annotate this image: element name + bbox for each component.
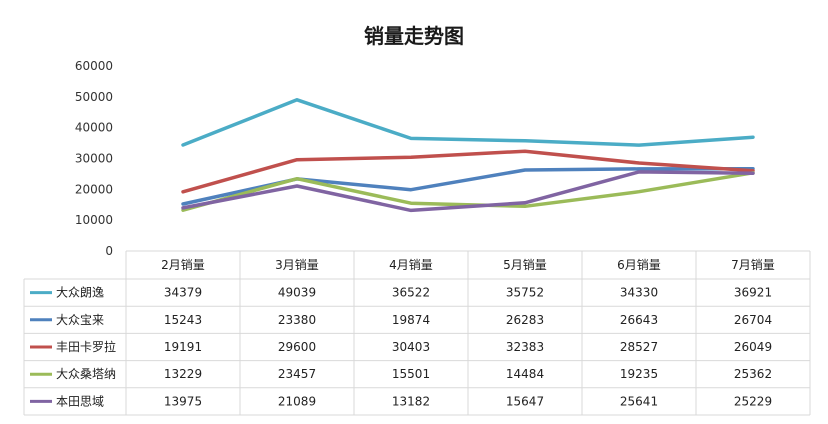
x-category-label: 7月销量 xyxy=(731,258,775,272)
legend-series-name: 大众朗逸 xyxy=(56,286,104,300)
y-tick-label: 40000 xyxy=(75,121,113,135)
legend-series-name: 丰田卡罗拉 xyxy=(56,339,116,354)
y-tick-label: 10000 xyxy=(75,213,113,227)
data-table-value: 30403 xyxy=(392,340,430,354)
y-tick-label: 20000 xyxy=(75,182,113,196)
data-table-value: 26049 xyxy=(734,340,772,354)
data-table-value: 49039 xyxy=(278,286,316,300)
chart-title: 销量走势图 xyxy=(364,24,464,48)
y-tick-label: 50000 xyxy=(75,90,113,104)
data-table-value: 25641 xyxy=(620,394,658,408)
data-table-value: 36921 xyxy=(734,286,772,300)
data-table-value: 19191 xyxy=(164,340,202,354)
data-table-value: 13229 xyxy=(164,367,202,381)
data-table-value: 21089 xyxy=(278,394,316,408)
data-table-value: 19874 xyxy=(392,313,430,327)
series-line xyxy=(181,170,755,213)
data-table-value: 25362 xyxy=(734,367,772,381)
data-table-value: 35752 xyxy=(506,286,544,300)
x-category-label: 5月销量 xyxy=(503,258,547,272)
data-table-value: 25229 xyxy=(734,394,772,408)
x-category-label: 6月销量 xyxy=(617,258,661,272)
data-table-value: 14484 xyxy=(506,367,544,381)
x-category-label: 4月销量 xyxy=(389,258,433,272)
legend-series-name: 本田思域 xyxy=(56,394,104,408)
x-category-label: 2月销量 xyxy=(161,258,205,272)
y-tick-label: 0 xyxy=(105,244,113,258)
data-table-value: 13975 xyxy=(164,394,202,408)
data-table-value: 15501 xyxy=(392,367,430,381)
series-line xyxy=(181,149,755,194)
data-table-value: 15647 xyxy=(506,394,544,408)
data-table-value: 13182 xyxy=(392,394,430,408)
data-table-value: 19235 xyxy=(620,367,658,381)
x-category-label: 3月销量 xyxy=(275,258,319,272)
data-table-value: 32383 xyxy=(506,340,544,354)
data-table-value: 26704 xyxy=(734,313,772,327)
data-table-value: 34379 xyxy=(164,286,202,300)
series-line xyxy=(181,98,755,147)
data-table-value: 34330 xyxy=(620,286,658,300)
data-table-value: 23380 xyxy=(278,313,316,327)
data-table-value: 28527 xyxy=(620,340,658,354)
data-table-value: 29600 xyxy=(278,340,316,354)
data-table-value: 15243 xyxy=(164,313,202,327)
data-table-value: 36522 xyxy=(392,286,430,300)
data-table-value: 23457 xyxy=(278,367,316,381)
y-tick-label: 60000 xyxy=(75,59,113,73)
legend-series-name: 大众桑塔纳 xyxy=(56,367,116,381)
series-line xyxy=(181,171,755,212)
data-table-value: 26283 xyxy=(506,313,544,327)
data-table-value: 26643 xyxy=(620,313,658,327)
y-tick-label: 30000 xyxy=(75,152,113,166)
legend-series-name: 大众宝来 xyxy=(56,313,104,327)
